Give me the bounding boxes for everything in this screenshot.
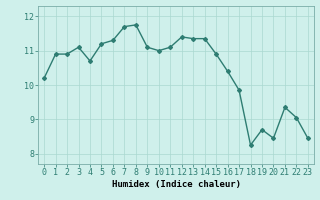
X-axis label: Humidex (Indice chaleur): Humidex (Indice chaleur) [111,180,241,189]
